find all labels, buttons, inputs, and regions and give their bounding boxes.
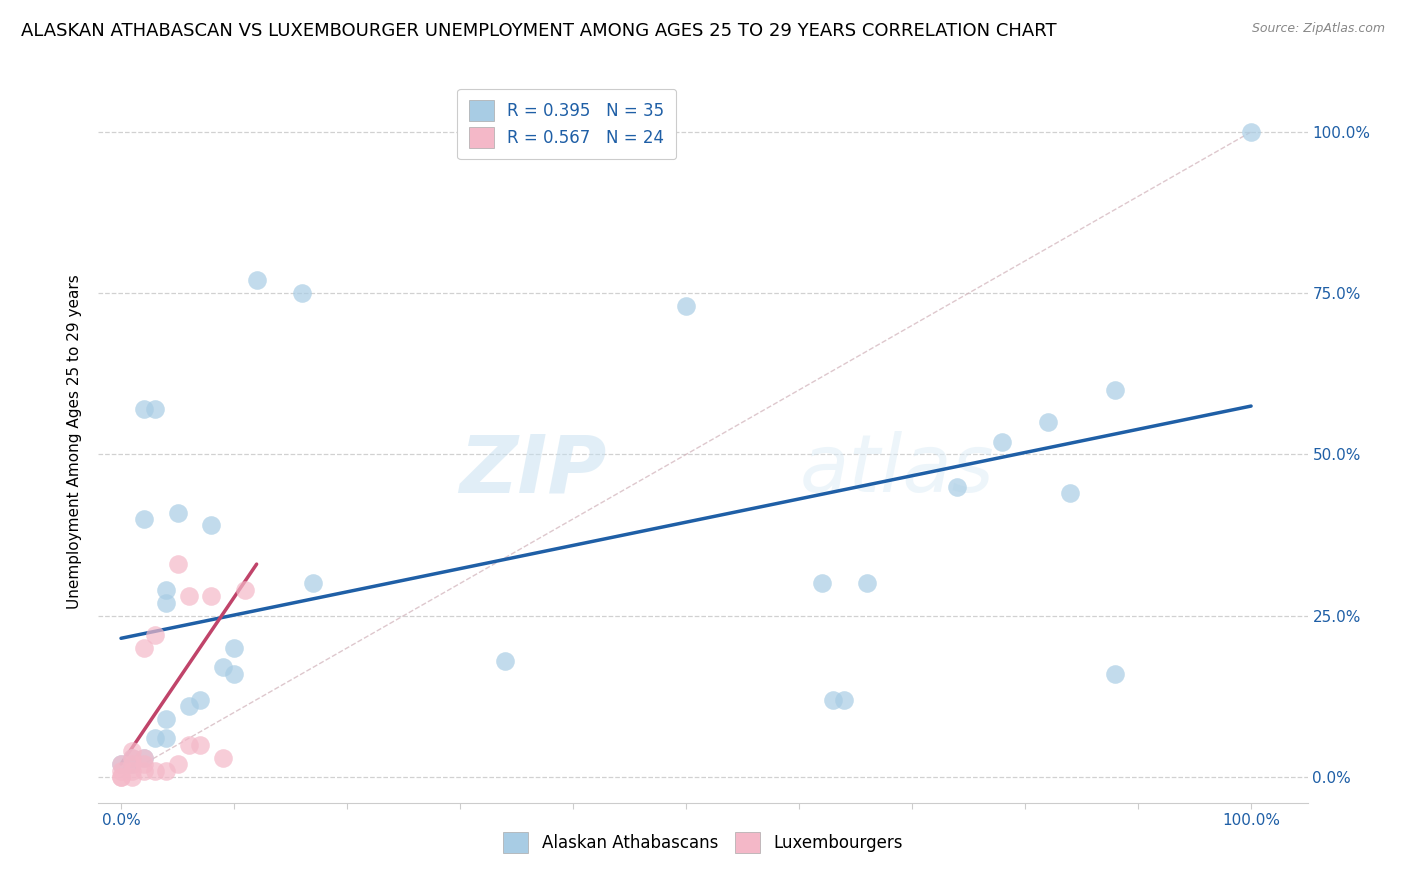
- Point: [1104, 666, 1126, 681]
- Point: [222, 666, 245, 681]
- Y-axis label: Unemployment Among Ages 25 to 29 years: Unemployment Among Ages 25 to 29 years: [67, 274, 83, 609]
- Point: [821, 692, 844, 706]
- Point: [132, 402, 155, 417]
- Point: [121, 750, 143, 764]
- Point: [155, 582, 177, 597]
- Point: [143, 628, 166, 642]
- Point: [110, 764, 132, 778]
- Text: atlas: atlas: [800, 432, 994, 509]
- Point: [211, 660, 233, 674]
- Point: [155, 731, 177, 746]
- Point: [810, 576, 832, 591]
- Point: [946, 480, 969, 494]
- Point: [1104, 383, 1126, 397]
- Point: [832, 692, 855, 706]
- Point: [110, 770, 132, 784]
- Point: [121, 764, 143, 778]
- Point: [222, 640, 245, 655]
- Point: [211, 750, 233, 764]
- Point: [155, 596, 177, 610]
- Point: [1059, 486, 1081, 500]
- Point: [143, 764, 166, 778]
- Text: ALASKAN ATHABASCAN VS LUXEMBOURGER UNEMPLOYMENT AMONG AGES 25 TO 29 YEARS CORREL: ALASKAN ATHABASCAN VS LUXEMBOURGER UNEMP…: [21, 22, 1057, 40]
- Point: [121, 770, 143, 784]
- Point: [200, 518, 222, 533]
- Point: [233, 582, 256, 597]
- Point: [143, 731, 166, 746]
- Point: [132, 750, 155, 764]
- Point: [166, 506, 188, 520]
- Point: [110, 757, 132, 772]
- Point: [155, 764, 177, 778]
- Text: Source: ZipAtlas.com: Source: ZipAtlas.com: [1251, 22, 1385, 36]
- Point: [155, 712, 177, 726]
- Point: [302, 576, 325, 591]
- Point: [177, 699, 200, 714]
- Point: [991, 434, 1014, 449]
- Point: [132, 750, 155, 764]
- Point: [132, 757, 155, 772]
- Point: [177, 590, 200, 604]
- Point: [110, 770, 132, 784]
- Point: [246, 273, 269, 287]
- Point: [121, 757, 143, 772]
- Point: [1240, 125, 1263, 139]
- Point: [291, 286, 314, 301]
- Point: [121, 744, 143, 758]
- Point: [188, 692, 211, 706]
- Point: [494, 654, 516, 668]
- Point: [166, 757, 188, 772]
- Point: [200, 590, 222, 604]
- Point: [132, 764, 155, 778]
- Point: [132, 640, 155, 655]
- Point: [121, 757, 143, 772]
- Point: [675, 299, 697, 313]
- Point: [143, 402, 166, 417]
- Point: [110, 757, 132, 772]
- Legend: Alaskan Athabascans, Luxembourgers: Alaskan Athabascans, Luxembourgers: [496, 826, 910, 860]
- Point: [166, 557, 188, 571]
- Point: [1036, 415, 1059, 429]
- Point: [177, 738, 200, 752]
- Point: [121, 750, 143, 764]
- Text: ZIP: ZIP: [458, 432, 606, 509]
- Point: [132, 512, 155, 526]
- Point: [188, 738, 211, 752]
- Point: [856, 576, 879, 591]
